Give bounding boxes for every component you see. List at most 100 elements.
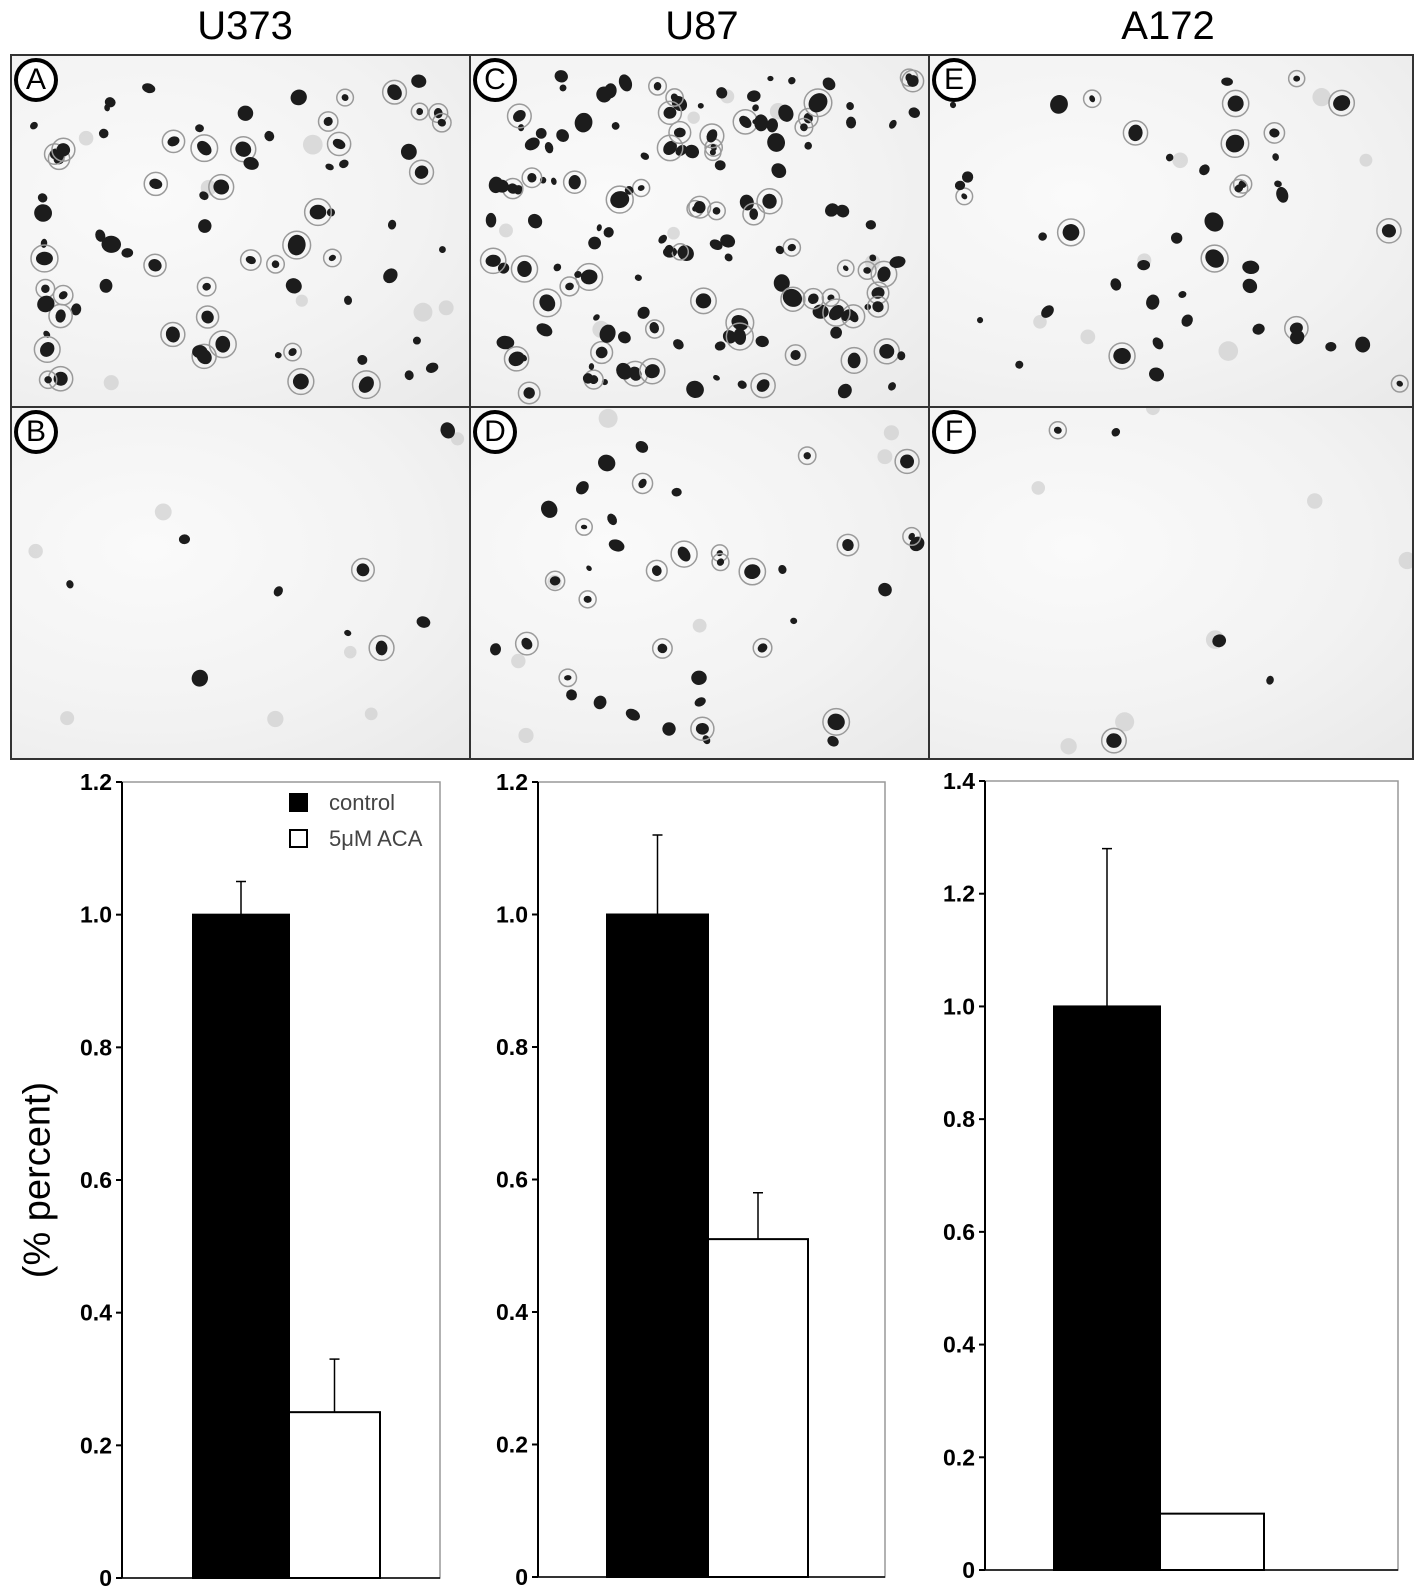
cell-halo (725, 322, 754, 351)
cell (949, 101, 957, 109)
cell-halo (532, 288, 562, 318)
cell (607, 513, 617, 526)
cell-halo (699, 123, 725, 149)
y-tick-label: 1.0 (80, 902, 112, 928)
cell (663, 140, 677, 156)
cell-halo (208, 173, 235, 201)
cell-halo (756, 187, 783, 215)
cell (658, 234, 667, 244)
y-tick-label: 0.8 (496, 1034, 528, 1060)
cell (836, 204, 850, 218)
cell (961, 171, 974, 183)
cell-halo (803, 88, 833, 118)
cell (554, 70, 568, 83)
cell (582, 373, 594, 384)
cell-halo (190, 134, 219, 163)
cell (544, 142, 554, 154)
cell (662, 722, 676, 736)
cell (437, 118, 447, 127)
cell-halo (1287, 69, 1306, 88)
background-spot (154, 503, 172, 521)
bar-aca (707, 1238, 809, 1578)
legend-swatch-control (289, 793, 308, 812)
cell (536, 323, 553, 337)
cell-halo (506, 103, 532, 129)
cell (375, 640, 388, 656)
cell (574, 271, 582, 278)
cell (653, 81, 662, 91)
cell (644, 364, 660, 379)
cell-halo (38, 370, 58, 390)
cell (754, 114, 769, 132)
cell (508, 351, 525, 367)
column-title-u373: U373 (197, 4, 293, 48)
cell (58, 291, 68, 300)
cell-halo (52, 284, 74, 306)
cell-halo (431, 112, 452, 133)
cell (1053, 426, 1062, 434)
chart-2: 0 0.2 0.4 0.6 0.8 1.0 1.2 (496, 770, 886, 1590)
cell (325, 163, 334, 171)
cell-halo (590, 340, 614, 365)
cell (635, 440, 649, 453)
cell (790, 349, 801, 361)
cell (684, 144, 700, 159)
cell (752, 104, 759, 112)
cell (808, 93, 828, 113)
cell-halo (514, 631, 539, 656)
background-spot (344, 645, 357, 659)
cell (830, 326, 842, 339)
cell (583, 595, 592, 603)
cell (788, 76, 796, 85)
cell (713, 374, 720, 381)
cell-halo (668, 120, 692, 145)
cell (670, 93, 679, 102)
cell (521, 637, 533, 650)
cell (192, 345, 208, 359)
cell (328, 254, 336, 262)
cell-field (1031, 408, 1412, 755)
cell (598, 454, 616, 472)
cell (778, 564, 787, 574)
cell (541, 500, 558, 518)
cell-halo (368, 634, 395, 662)
cell (1204, 212, 1224, 232)
cell (1355, 336, 1371, 353)
cell (1152, 337, 1164, 350)
cell (488, 176, 504, 194)
cell (616, 362, 632, 380)
cell (1178, 291, 1187, 298)
cell (202, 282, 211, 291)
cell-halo (517, 381, 541, 405)
cell (99, 278, 113, 293)
cell (414, 165, 429, 179)
panel-label-c: C (473, 58, 517, 102)
cell-halo (605, 185, 634, 214)
y-tick-label: 1.2 (80, 770, 112, 795)
cell (178, 534, 191, 545)
cell-halo (651, 637, 673, 659)
cell-halo (208, 330, 237, 359)
cell-halo (955, 187, 974, 206)
cell (865, 220, 877, 230)
bar-charts: 00.20.40.60.81.01.200.20.40.60.81.01.200… (80, 770, 1399, 1591)
cell (773, 274, 790, 292)
cell (1089, 95, 1096, 103)
cell (273, 586, 283, 597)
cell (828, 305, 844, 321)
y-tick-label: 1.4 (943, 770, 975, 794)
cell-halo (631, 472, 654, 495)
y-tick-label: 0.8 (80, 1034, 112, 1060)
cell-halo (711, 552, 730, 572)
cell-halo (750, 372, 776, 399)
background-spot (1031, 481, 1046, 495)
cell (416, 616, 431, 628)
cell-halo (645, 559, 668, 582)
cell (595, 346, 608, 359)
cell (1290, 330, 1305, 345)
cell (527, 213, 543, 229)
cell (846, 102, 854, 111)
y-tick-label: 0 (99, 1565, 112, 1591)
panel-label-e: E (932, 58, 976, 102)
cell (739, 194, 754, 211)
